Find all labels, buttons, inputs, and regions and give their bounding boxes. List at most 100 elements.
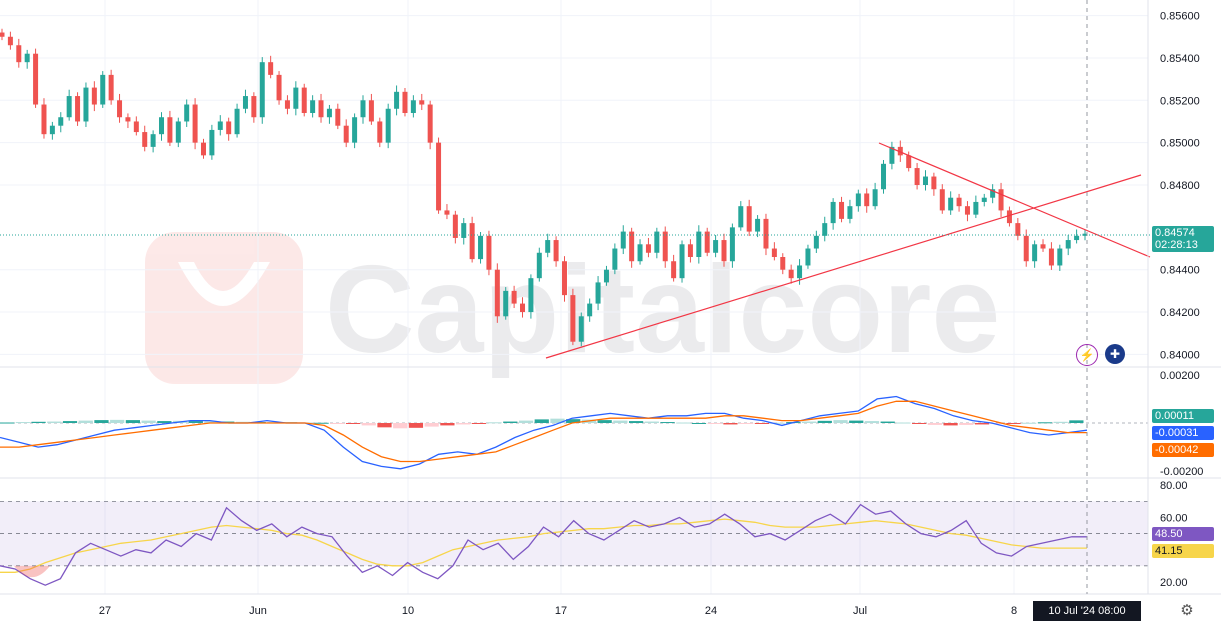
price-axis-label: 0.84800 — [1160, 180, 1200, 192]
macd-histogram-bar — [487, 422, 502, 424]
macd-histogram-bar — [141, 420, 156, 423]
candle-body — [159, 117, 165, 135]
macd-histogram-bar — [833, 420, 848, 423]
time-axis-label: 27 — [99, 605, 111, 617]
candle-body — [763, 218, 769, 249]
time-axis-label: 17 — [555, 605, 567, 617]
macd-histogram-bar — [739, 423, 754, 424]
candle-body — [906, 155, 912, 169]
candle-body — [805, 248, 811, 266]
macd-histogram-bar — [959, 423, 974, 425]
macd-histogram-bar — [707, 423, 722, 424]
gear-icon[interactable]: ⚙ — [1180, 602, 1194, 619]
candle-body — [637, 244, 643, 262]
candle-body — [444, 210, 450, 215]
candle-body — [293, 87, 299, 109]
macd-histogram-bar — [314, 422, 329, 424]
candle-body — [478, 235, 484, 260]
descending-trendline[interactable] — [878, 142, 1151, 258]
macd-histogram-bar — [94, 420, 109, 423]
macd-histogram-bar — [849, 420, 864, 423]
lightning-icon[interactable]: ⚡ — [1076, 344, 1098, 366]
candle-body — [570, 295, 576, 342]
macd-histogram-bar — [110, 419, 125, 423]
uk-flag-icon[interactable]: ✚ — [1105, 344, 1125, 364]
time-axis-label: 8 — [1011, 605, 1017, 617]
trendline-drawings[interactable] — [545, 142, 1151, 359]
candle-body — [360, 100, 366, 118]
candle-body — [268, 62, 274, 75]
candle-body — [956, 197, 962, 207]
candle-body — [66, 96, 72, 118]
macd-histogram-bar — [456, 423, 471, 425]
candle-body — [553, 240, 559, 262]
candle-body — [83, 87, 89, 122]
macd-axis-label: 0.00200 — [1160, 370, 1200, 382]
candle-body — [385, 108, 391, 143]
macd-histogram-bar — [78, 420, 93, 423]
macd-hist-tag: 0.00011 — [1152, 409, 1214, 423]
candlestick-series — [0, 28, 1088, 347]
macd-histogram-bar — [47, 421, 62, 423]
candle-body — [419, 100, 425, 105]
candle-body — [33, 53, 39, 105]
macd-histogram-bar — [534, 419, 549, 423]
candle-body — [839, 201, 845, 219]
candle-body — [771, 248, 777, 257]
candle-body — [897, 146, 903, 156]
macd-histogram-bar — [330, 423, 345, 424]
macd-histogram-bar — [817, 420, 832, 423]
candle-body — [175, 121, 181, 143]
candle-body — [797, 265, 803, 279]
candle-body — [58, 117, 64, 126]
macd-histogram-bar — [204, 421, 219, 423]
candle-body — [813, 235, 819, 249]
candle-body — [595, 282, 601, 304]
watermark-text: Capitalcore — [325, 241, 1000, 379]
candle-body — [335, 108, 341, 126]
candle-body — [864, 193, 870, 207]
candle-body — [402, 91, 408, 113]
watermark-logo-icon — [145, 232, 303, 384]
candle-body — [100, 74, 106, 105]
time-axis[interactable]: 27 Jun 10 17 24 Jul 8 — [99, 605, 1017, 617]
candle-body — [872, 189, 878, 207]
macd-histogram-bar — [157, 421, 172, 423]
macd-histogram-bar — [408, 423, 424, 428]
crosshair-date-label: 10 Jul '24 08:00 — [1033, 601, 1141, 621]
macd-histogram-bar — [660, 422, 675, 424]
candle-body — [486, 235, 492, 270]
ascending-trendline[interactable] — [545, 174, 1142, 359]
candle-body — [654, 231, 660, 253]
candle-body — [7, 36, 13, 46]
macd-histogram-bar — [393, 423, 408, 429]
macd-histogram-bar — [1006, 423, 1021, 424]
macd-histogram-bar — [628, 421, 644, 423]
candle-body — [217, 121, 223, 130]
candle-body — [914, 168, 920, 185]
macd-histogram-bar — [503, 421, 518, 423]
candle-body — [704, 231, 710, 253]
price-axis-label: 0.84000 — [1160, 349, 1200, 361]
candle-body — [645, 244, 651, 253]
candle-body — [49, 125, 55, 135]
macd-histogram-bar — [801, 421, 817, 423]
countdown-value: 02:28:13 — [1155, 239, 1198, 251]
macd-histogram-bar — [754, 423, 770, 424]
candle-body — [746, 206, 752, 232]
candle-body — [394, 91, 400, 109]
candle-body — [671, 261, 677, 279]
candle-body — [125, 117, 131, 122]
candle-body — [0, 32, 5, 37]
rsi-pane — [0, 500, 1148, 586]
rsi-axis-label: 60.00 — [1160, 512, 1188, 524]
signal-line — [0, 400, 1087, 463]
candle-body — [41, 104, 47, 135]
candle-body — [318, 100, 324, 118]
price-axis[interactable]: 0.85600 0.85400 0.85200 0.85000 0.84800 0.844… — [1160, 11, 1203, 589]
candle-body — [948, 197, 954, 211]
macd-histogram-bar — [943, 423, 958, 426]
macd-histogram-bar — [566, 419, 581, 423]
macd-histogram-bar — [880, 421, 895, 423]
